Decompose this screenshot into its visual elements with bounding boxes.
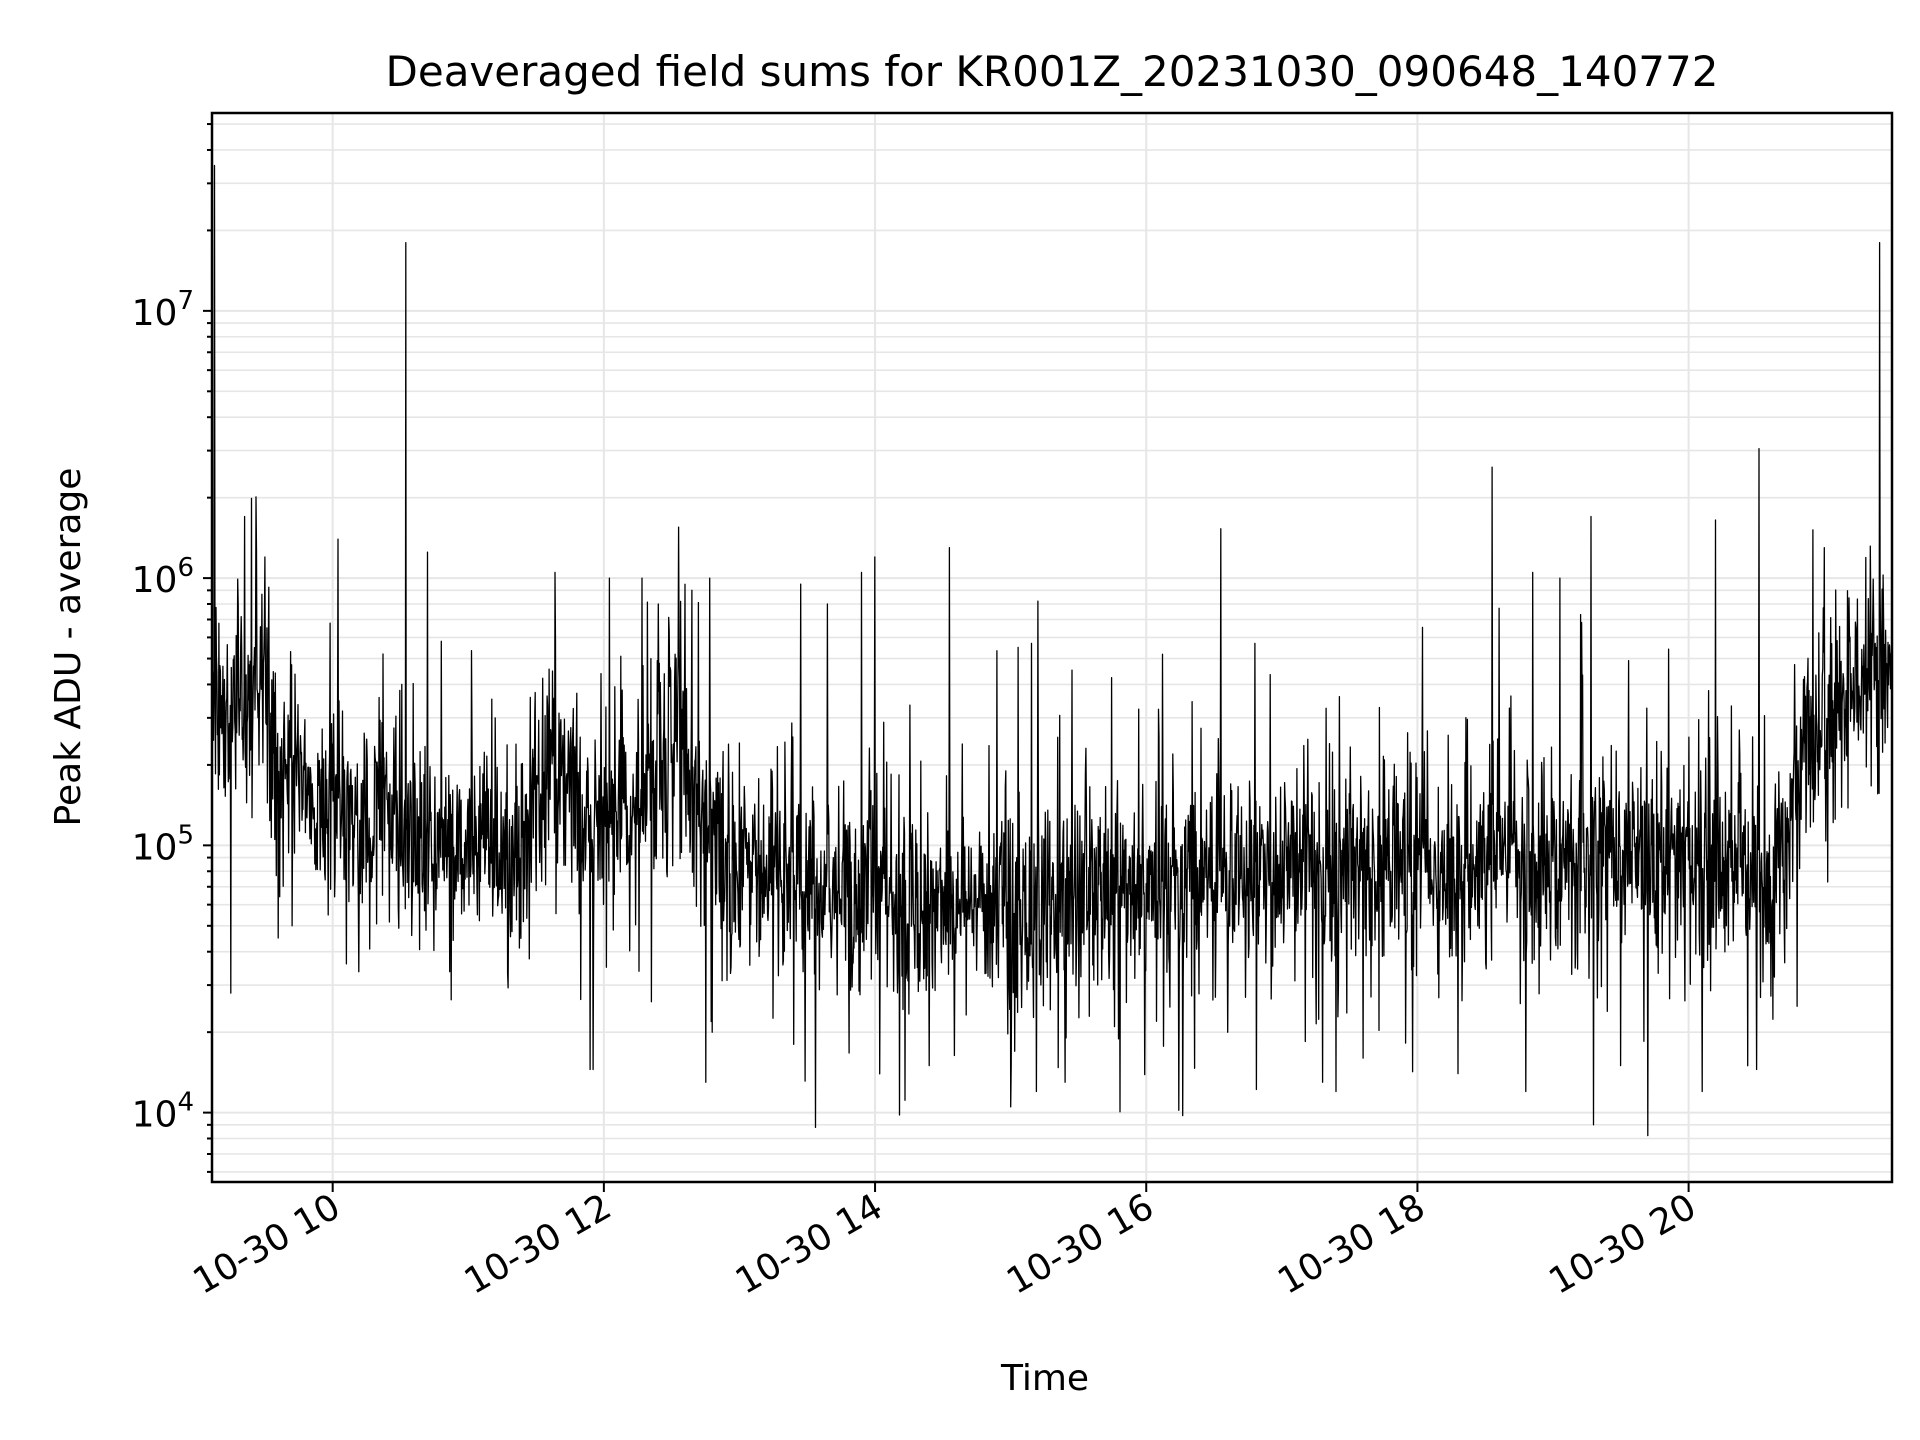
- y-tick-label: 106: [132, 553, 194, 601]
- plot-frame: [210, 111, 1894, 1184]
- y-axis-label: Peak ADU - average: [48, 468, 89, 827]
- y-tick-label: 104: [132, 1088, 194, 1136]
- y-tick-label: 107: [132, 286, 194, 334]
- x-axis-label: Time: [1000, 1358, 1089, 1399]
- series-line: [211, 164, 1893, 1137]
- y-tick-label: 105: [132, 820, 194, 868]
- series: [211, 164, 1893, 1137]
- chart-title: Deaveraged field sums for KR001Z_2023103…: [386, 47, 1719, 96]
- y-axis: 104 105 106 107: [132, 123, 212, 1173]
